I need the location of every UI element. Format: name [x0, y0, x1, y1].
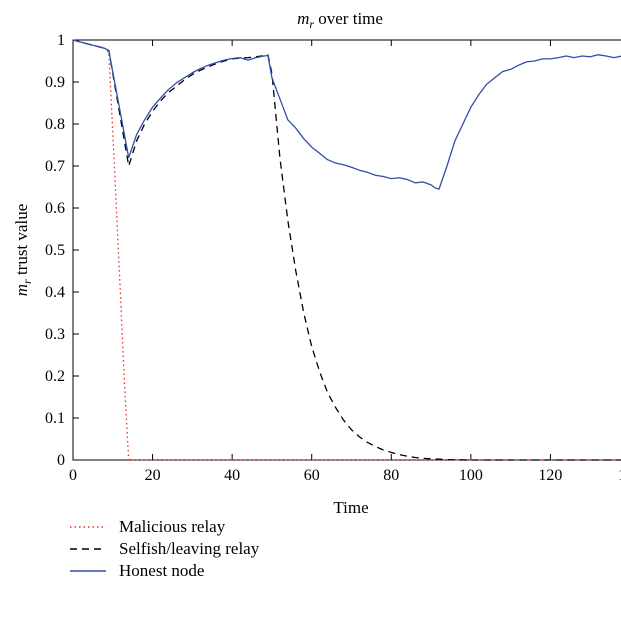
- x-tick-label: 40: [224, 467, 240, 484]
- x-axis: 0 20 40 60 80 100 120 140: [69, 40, 621, 484]
- x-tick-label: 140: [618, 467, 621, 484]
- y-tick-label: 1: [57, 32, 65, 49]
- x-tick-label: 0: [69, 467, 77, 484]
- y-tick-label: 0.1: [45, 410, 65, 427]
- y-tick-label: 0.4: [45, 284, 65, 301]
- legend-swatch-malicious: [70, 526, 106, 528]
- y-tick-label: 0: [57, 452, 65, 469]
- x-tick-label: 20: [145, 467, 161, 484]
- series-selfish-leaving-relay: [72, 39, 621, 461]
- y-tick-label: 0.5: [45, 242, 65, 259]
- legend-label-malicious: Malicious relay: [119, 517, 226, 536]
- y-axis-label: mr trust value: [12, 204, 34, 297]
- legend-swatch-honest: [70, 570, 106, 572]
- y-tick-label: 0.9: [45, 74, 65, 91]
- x-tick-label: 100: [459, 467, 483, 484]
- x-axis-label: Time: [333, 498, 368, 517]
- y-tick-label: 0.8: [45, 116, 65, 133]
- legend-item-selfish: Selfish/leaving relay: [70, 538, 370, 560]
- x-tick-label: 120: [538, 467, 562, 484]
- legend: Malicious relay Selfish/leaving relay Ho…: [70, 516, 370, 582]
- legend-item-honest: Honest node: [70, 560, 370, 582]
- series-malicious-relay: [72, 39, 621, 461]
- legend-swatch-selfish: [70, 548, 106, 550]
- chart-title: mr over time: [297, 9, 383, 31]
- plot-area: 0 20 40 60 80 100 120 140 0 0.1 0.2 0.3 0.4 0.5 0.6 0.…: [45, 32, 621, 484]
- y-tick-label: 0.6: [45, 200, 65, 217]
- y-tick-label: 0.3: [45, 326, 65, 343]
- legend-label-honest: Honest node: [119, 561, 205, 580]
- y-tick-label: 0.2: [45, 368, 65, 385]
- series-layer: [72, 39, 621, 461]
- x-tick-label: 60: [304, 467, 320, 484]
- x-tick-label: 80: [383, 467, 399, 484]
- y-axis: 0 0.1 0.2 0.3 0.4 0.5 0.6 0.7 0.8 0.9 1: [45, 32, 79, 469]
- plot-frame: [72, 39, 621, 461]
- legend-item-malicious: Malicious relay: [70, 516, 370, 538]
- series-honest-node: [72, 39, 621, 190]
- legend-label-selfish: Selfish/leaving relay: [119, 539, 260, 558]
- y-tick-label: 0.7: [45, 158, 65, 175]
